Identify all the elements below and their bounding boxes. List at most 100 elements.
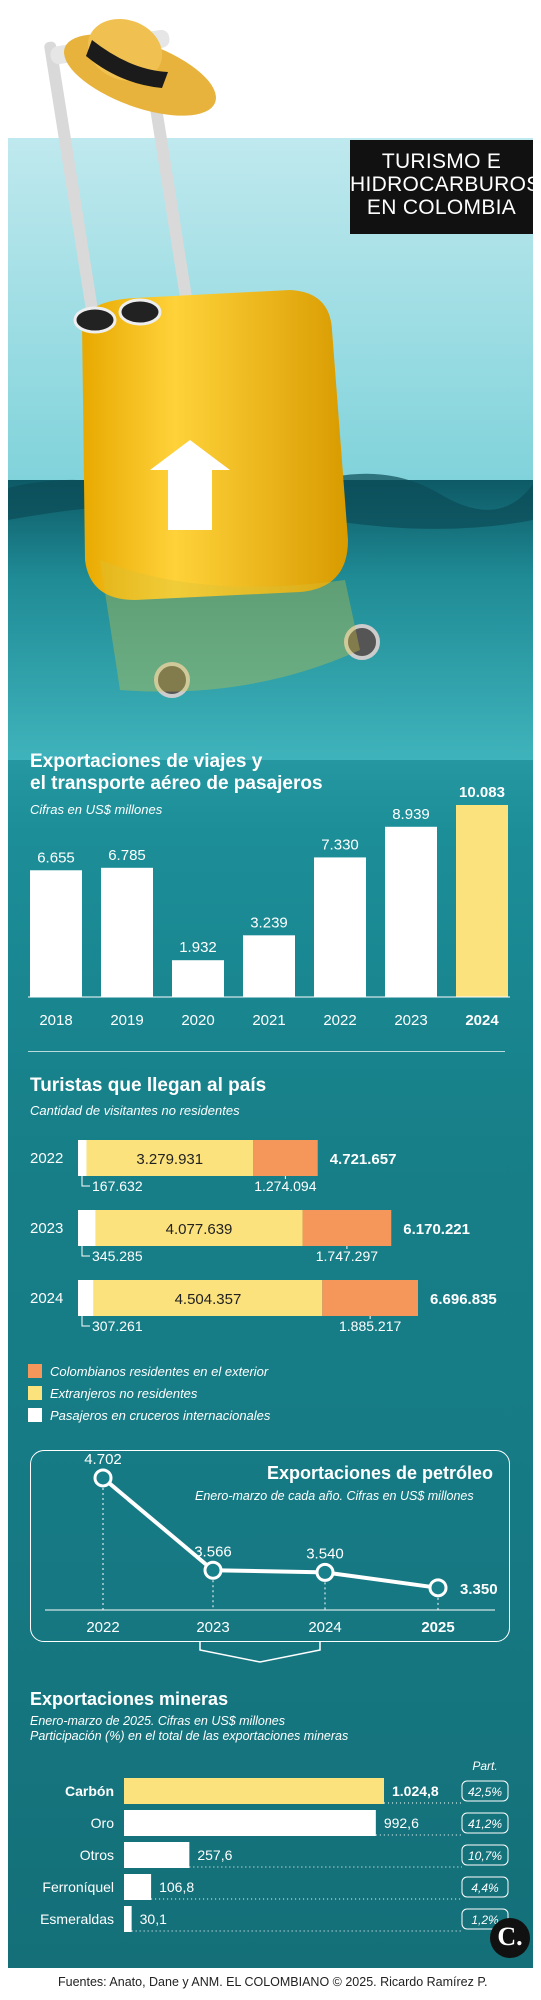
- stacked-segment: [253, 1140, 318, 1176]
- category-label: Esmeraldas: [40, 1911, 114, 1927]
- travel-bar-chart: 6.655 2018 6.785 2019 1.932 2020 3.239 2021 7.33…: [28, 784, 510, 1029]
- stacked-segment: [322, 1280, 418, 1316]
- bar-value-label: 106,8: [159, 1879, 194, 1895]
- oil-title: Exportaciones de petróleo: [267, 1463, 494, 1483]
- legend-label: Pasajeros en cruceros internacionales: [50, 1407, 271, 1423]
- bar: [124, 1810, 376, 1836]
- legend-item: Pasajeros en cruceros internacionales: [28, 1404, 270, 1426]
- data-point: [93, 1468, 113, 1488]
- main-title-line: TURISMO E: [381, 150, 502, 173]
- bar: [243, 935, 295, 997]
- travel-title: Exportaciones de viajes y el transporte …: [30, 751, 323, 795]
- share-label: 41,2%: [468, 1817, 502, 1831]
- category-label: Ferroníquel: [42, 1879, 114, 1895]
- legend-swatch: [28, 1408, 42, 1422]
- x-tick-label: 2020: [181, 1012, 214, 1029]
- bar: [385, 826, 437, 997]
- x-tick-label: 2018: [39, 1012, 72, 1029]
- tourists-subtitle: Cantidad de visitantes no residentes: [30, 1103, 240, 1118]
- tourists-stacked-chart: 2022 3.279.931 4.721.657 167.632 1.274.094 20…: [30, 1140, 497, 1334]
- stacked-segment: [86, 1140, 254, 1176]
- main-title-line: EN COLOMBIA: [366, 196, 517, 219]
- segment-label: 4.077.639: [166, 1221, 233, 1238]
- travel-title-line: el transporte aéreo de pasajeros: [30, 773, 323, 794]
- leader-line: [81, 1176, 90, 1187]
- mining-bar-chart: Part. Carbón 1.024,8 42,5% Oro 992,6 41,2% Otro…: [40, 1759, 509, 1932]
- bar-value-label: 3.239: [250, 914, 288, 931]
- segment-label: 167.632: [92, 1178, 143, 1194]
- share-label: 10,7%: [468, 1849, 502, 1863]
- main-title: TURISMO E HIDROCARBUROS EN COLOMBIA: [350, 140, 541, 234]
- x-tick-label: 2023: [394, 1012, 427, 1029]
- x-tick-label: 2021: [252, 1012, 285, 1029]
- bar: [30, 870, 82, 997]
- point-label: 4.702: [84, 1451, 122, 1468]
- tourists-legend: Colombianos residentes en el exterior Ex…: [28, 1360, 270, 1426]
- x-tick-label: 2022: [86, 1619, 119, 1636]
- x-tick-label: 2024: [465, 1012, 499, 1029]
- y-tick-label: 2023: [30, 1220, 63, 1237]
- bar-value-label: 992,6: [384, 1815, 419, 1831]
- point-label: 3.350: [460, 1581, 498, 1598]
- share-box: [461, 1844, 509, 1866]
- x-tick-label: 2024: [308, 1619, 341, 1636]
- share-label: 1,2%: [471, 1913, 499, 1927]
- bar-value-label: 10.083: [459, 784, 505, 801]
- stacked-segment: [93, 1280, 323, 1316]
- stacked-segment: [78, 1210, 96, 1246]
- bar: [456, 805, 508, 997]
- total-label: 4.721.657: [330, 1151, 397, 1168]
- travel-title-line: Exportaciones de viajes y: [30, 751, 263, 772]
- segment-label: 1.747.297: [316, 1248, 378, 1264]
- bar: [124, 1874, 152, 1900]
- data-point: [203, 1560, 223, 1580]
- bar: [172, 960, 224, 997]
- segment-label: 1.885.217: [339, 1318, 401, 1334]
- bar-value-label: 1.024,8: [392, 1783, 439, 1799]
- legend-item: Extranjeros no residentes: [28, 1382, 270, 1404]
- segment-label: 4.504.357: [175, 1291, 242, 1308]
- legend-swatch: [28, 1364, 42, 1378]
- share-box: [461, 1812, 509, 1834]
- x-tick-label: 2023: [196, 1619, 229, 1636]
- legend-item: Colombianos residentes en el exterior: [28, 1360, 270, 1382]
- leader-line: [81, 1246, 90, 1257]
- data-point: [315, 1562, 335, 1582]
- bar-value-label: 7.330: [321, 836, 359, 853]
- mining-title: Exportaciones mineras: [30, 1689, 229, 1709]
- bar-value-label: 6.655: [37, 849, 75, 866]
- oil-subtitle: Enero-marzo de cada año. Cifras en US$ m…: [195, 1489, 474, 1503]
- category-label: Oro: [91, 1815, 115, 1831]
- travel-subtitle: Cifras en US$ millones: [30, 802, 163, 817]
- segment-label: 307.261: [92, 1318, 143, 1334]
- segment-label: 1.274.094: [254, 1178, 316, 1194]
- series-line: [101, 1476, 439, 1590]
- total-label: 6.696.835: [430, 1291, 497, 1308]
- bar-value-label: 257,6: [197, 1847, 232, 1863]
- category-label: Otros: [80, 1847, 114, 1863]
- x-tick-label: 2019: [110, 1012, 143, 1029]
- bar: [124, 1778, 384, 1804]
- total-label: 6.170.221: [403, 1221, 470, 1238]
- suitcase-illustration: [8, 18, 533, 760]
- share-box: [461, 1876, 509, 1898]
- mining-subtitle: Enero-marzo de 2025. Cifras en US$ millo…: [30, 1714, 348, 1744]
- bar-value-label: 6.785: [108, 847, 146, 864]
- stacked-segment: [78, 1280, 94, 1316]
- share-box: [461, 1780, 509, 1802]
- stacked-segment: [78, 1140, 87, 1176]
- oil-line-chart: 4.702 2022 3.566 2023 3.540 2024 3.350 2025: [45, 1451, 498, 1663]
- connector: [199, 1642, 321, 1663]
- main-title-line: HIDROCARBUROS: [350, 173, 541, 196]
- stacked-segment: [302, 1210, 392, 1246]
- source-footer: Fuentes: Anato, Dane y ANM. EL COLOMBIAN…: [58, 1975, 488, 1989]
- share-label: 4,4%: [471, 1881, 499, 1895]
- bar: [124, 1842, 190, 1868]
- y-tick-label: 2022: [30, 1150, 63, 1167]
- legend-label: Colombianos residentes en el exterior: [50, 1363, 269, 1379]
- bar-value-label: 1.932: [179, 939, 217, 956]
- point-label: 3.566: [194, 1543, 232, 1560]
- bar: [124, 1906, 132, 1932]
- legend-label: Extranjeros no residentes: [50, 1385, 198, 1401]
- category-label: Carbón: [65, 1783, 114, 1799]
